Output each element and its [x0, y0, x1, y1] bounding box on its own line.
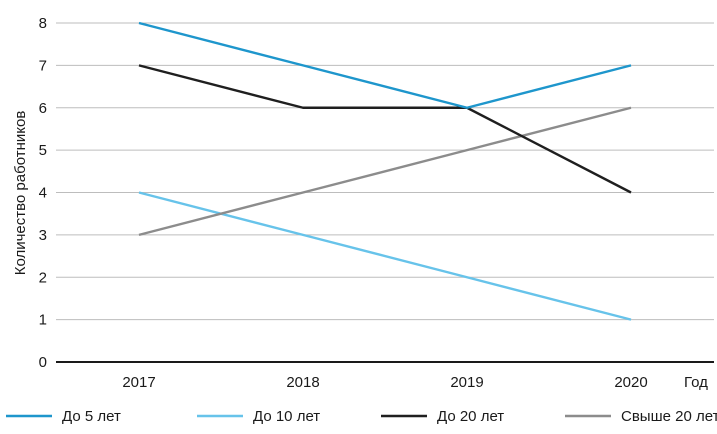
- x-tick-labels: 2017 2018 2019 2020: [122, 374, 647, 391]
- series-line-1: [138, 21, 632, 109]
- x-tick-label: 2019: [450, 374, 483, 391]
- y-tick-label: 3: [39, 227, 47, 244]
- y-tick-label: 2: [39, 269, 47, 286]
- y-tick-label: 7: [39, 57, 47, 74]
- x-tick-label: 2018: [286, 374, 319, 391]
- x-tick-label: 2017: [122, 374, 155, 391]
- y-tick-label: 8: [39, 15, 47, 32]
- y-tick-label: 0: [39, 354, 47, 371]
- series-lines: [138, 21, 632, 321]
- grid-lines: [56, 22, 714, 363]
- legend: До 5 лет До 10 лет До 20 лет Свыше 20 лет: [6, 408, 717, 425]
- series-line-3: [138, 64, 632, 194]
- series-line-2: [138, 191, 632, 321]
- y-tick-label: 6: [39, 100, 47, 117]
- series-line-4: [138, 106, 632, 237]
- legend-label-3: До 20 лет: [437, 408, 504, 425]
- legend-label-4: Свыше 20 лет: [621, 408, 717, 425]
- x-tick-label: 2020: [614, 374, 647, 391]
- y-axis-title: Количество работников: [12, 111, 29, 276]
- y-tick-label: 1: [39, 312, 47, 329]
- legend-label-2: До 10 лет: [253, 408, 320, 425]
- x-axis-title: Год: [684, 374, 708, 391]
- y-tick-label: 4: [39, 185, 47, 202]
- legend-label-1: До 5 лет: [62, 408, 121, 425]
- y-tick-labels: 0 1 2 3 4 5 6 7 8: [39, 15, 47, 371]
- y-tick-label: 5: [39, 142, 47, 159]
